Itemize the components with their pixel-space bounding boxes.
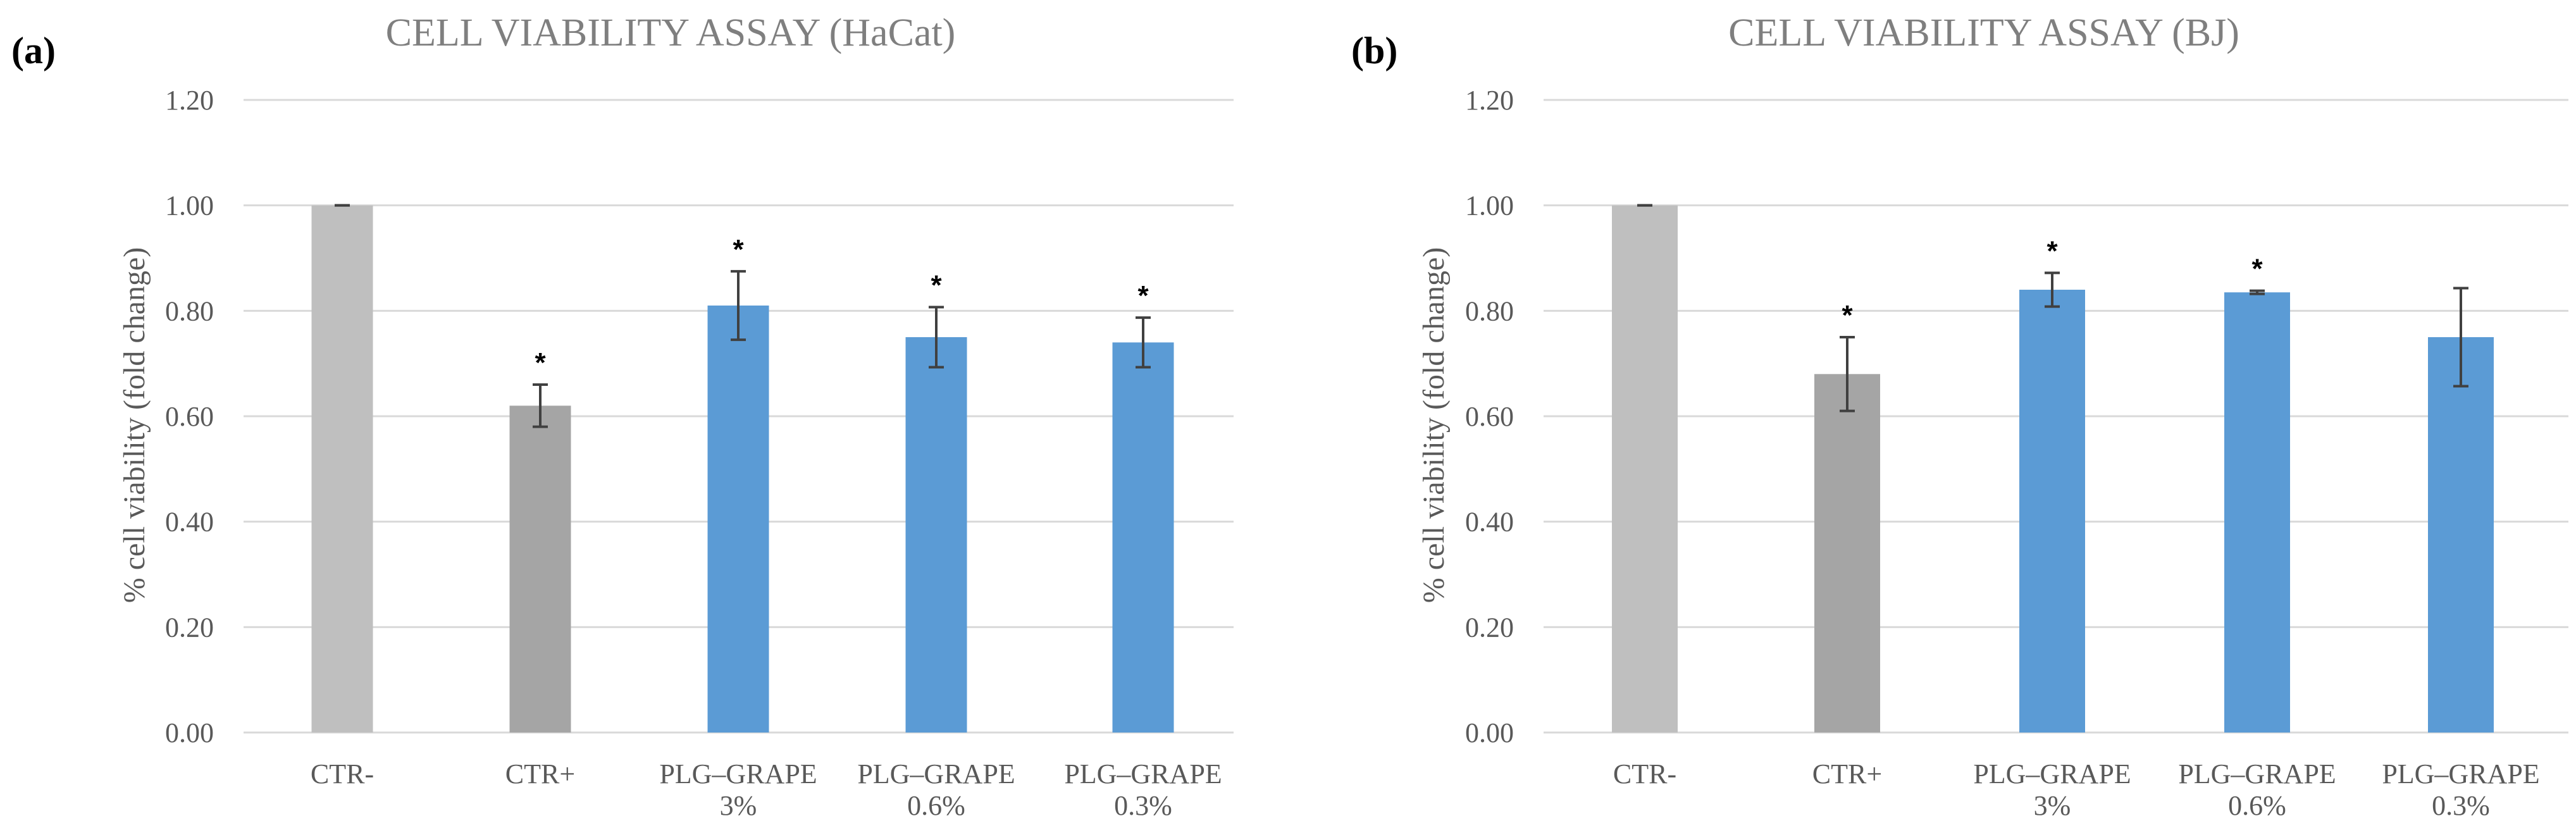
- category-label: CTR+: [505, 758, 575, 789]
- significance-marker: *: [2047, 235, 2058, 266]
- error-bars: [335, 204, 1151, 428]
- category-label: CTR-: [311, 758, 374, 789]
- error-bar: [1840, 336, 1855, 412]
- error-bar: [2250, 289, 2265, 295]
- bar: [2019, 290, 2085, 733]
- error-bar: [2045, 271, 2060, 308]
- y-tick-label: 0.40: [165, 507, 214, 538]
- y-tick-label: 1.00: [1465, 190, 1514, 221]
- y-tick-label: 0.00: [1465, 717, 1514, 748]
- category-label: PLG–GRAPE: [659, 758, 817, 789]
- bar: [1612, 205, 1678, 733]
- significance-marker: *: [1842, 300, 1853, 331]
- bar: [509, 405, 571, 733]
- category-label: PLG–GRAPE: [2382, 758, 2539, 789]
- y-tick-label: 0.60: [1465, 401, 1514, 432]
- category-labels: CTR- CTR+ PLG–GRAPE3%PLG–GRAPE0.6%PLG–GRAP…: [311, 758, 1222, 821]
- y-tick-label: 0.20: [165, 612, 214, 643]
- bar: [1814, 374, 1880, 733]
- bar: [2224, 292, 2290, 733]
- bars: [311, 205, 1174, 733]
- error-bar: [533, 383, 548, 428]
- category-label: PLG–GRAPE: [857, 758, 1015, 789]
- category-label: 0.3%: [1114, 790, 1172, 821]
- bar: [905, 337, 967, 733]
- y-tick-labels: 0.00 0.20 0.40 0.60 0.80 1.00 1.20: [165, 85, 214, 748]
- bar: [311, 205, 373, 733]
- category-label: 3%: [2034, 790, 2071, 821]
- y-tick-labels: 0.00 0.20 0.40 0.60 0.80 1.00 1.20: [1465, 85, 1514, 748]
- error-bars: [1637, 204, 2468, 412]
- bars: [1612, 205, 2494, 733]
- category-label: CTR-: [1613, 758, 1676, 789]
- panel-label: (b): [1351, 30, 1397, 71]
- error-bar: [1136, 316, 1151, 369]
- bar: [707, 306, 769, 733]
- significance-marker: *: [2251, 254, 2263, 285]
- category-label: 3%: [720, 790, 757, 821]
- significance-markers: * * * *: [535, 234, 1149, 378]
- category-label: 0.6%: [907, 790, 965, 821]
- error-bar: [731, 269, 746, 342]
- y-tick-label: 1.00: [165, 190, 214, 221]
- significance-marker: *: [733, 234, 744, 265]
- chart-title: CELL VIABILITY ASSAY (HaCat): [386, 11, 956, 54]
- chart-hacat: (a) CELL VIABILITY ASSAY (HaCat) % cell …: [11, 11, 1234, 821]
- y-axis-label: % cell viability (fold change): [1417, 247, 1451, 603]
- y-tick-label: 1.20: [165, 85, 214, 116]
- significance-markers: * * *: [1842, 235, 2263, 331]
- significance-marker: *: [931, 270, 942, 301]
- significance-marker: *: [1137, 280, 1149, 311]
- y-tick-label: 0.20: [1465, 612, 1514, 643]
- category-label: PLG–GRAPE: [1973, 758, 2131, 789]
- category-label: 0.6%: [2228, 790, 2286, 821]
- error-bar: [929, 306, 944, 369]
- error-bar: [2453, 287, 2468, 388]
- bar: [1112, 342, 1174, 733]
- chart-bj: (b) CELL VIABILITY ASSAY (BJ) % cell via…: [1351, 11, 2568, 821]
- y-tick-label: 0.60: [165, 401, 214, 432]
- category-labels: CTR- CTR+ PLG–GRAPE3%PLG–GRAPE0.6%PLG–GRAP…: [1613, 758, 2540, 821]
- significance-marker: *: [535, 347, 546, 378]
- y-tick-label: 0.80: [1465, 295, 1514, 326]
- category-label: 0.3%: [2432, 790, 2490, 821]
- panel-label: (a): [11, 30, 56, 71]
- chart-title: CELL VIABILITY ASSAY (BJ): [1728, 11, 2239, 54]
- category-label: PLG–GRAPE: [1064, 758, 1222, 789]
- y-tick-label: 0.80: [165, 295, 214, 326]
- y-tick-label: 0.40: [1465, 507, 1514, 538]
- category-label: CTR+: [1812, 758, 1882, 789]
- bar: [2428, 337, 2494, 733]
- category-label: PLG–GRAPE: [2178, 758, 2336, 789]
- y-axis-label: % cell viability (fold change): [118, 247, 151, 603]
- y-tick-label: 1.20: [1465, 85, 1514, 116]
- y-tick-label: 0.00: [165, 717, 214, 748]
